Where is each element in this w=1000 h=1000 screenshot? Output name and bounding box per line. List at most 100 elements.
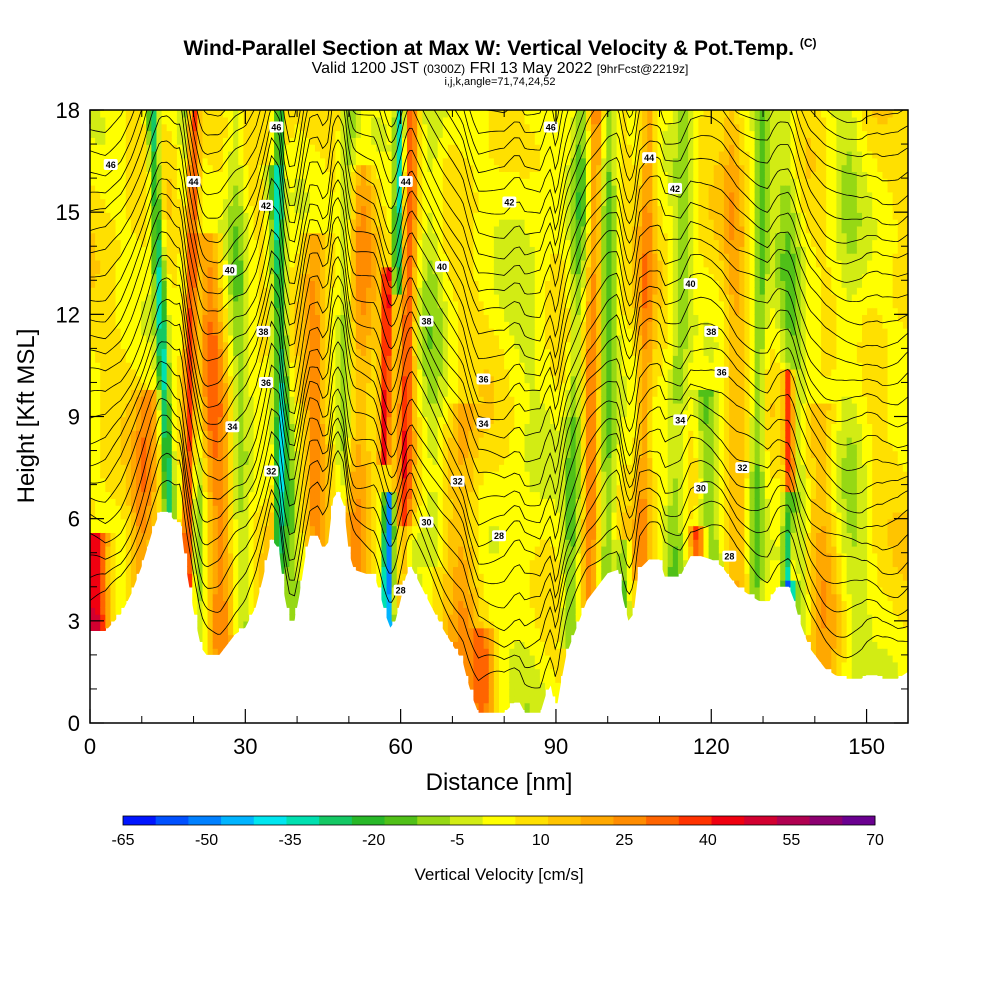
velocity-cell xyxy=(115,579,122,588)
velocity-cell xyxy=(243,266,250,275)
velocity-cell xyxy=(207,191,214,200)
velocity-cell xyxy=(110,614,117,622)
velocity-cell xyxy=(243,436,250,445)
velocity-cell xyxy=(427,150,434,159)
velocity-cell xyxy=(197,130,204,138)
velocity-cell xyxy=(268,171,275,179)
velocity-cell xyxy=(141,389,147,397)
velocity-cell xyxy=(156,464,163,472)
velocity-cell xyxy=(105,178,112,186)
velocity-cell xyxy=(243,280,250,288)
velocity-cell xyxy=(248,559,255,568)
velocity-cell xyxy=(284,525,291,533)
velocity-cell xyxy=(105,321,112,329)
velocity-cell xyxy=(253,532,260,540)
velocity-cell xyxy=(146,205,153,213)
velocity-cell xyxy=(146,314,153,322)
velocity-cell xyxy=(289,491,296,499)
velocity-cell xyxy=(95,430,101,438)
velocity-cell xyxy=(304,178,311,186)
velocity-cell xyxy=(207,559,214,568)
velocity-cell xyxy=(386,416,393,425)
velocity-cell xyxy=(340,409,347,418)
velocity-cell xyxy=(90,362,96,370)
velocity-cell xyxy=(289,239,296,247)
velocity-cell xyxy=(355,164,362,172)
velocity-cell xyxy=(100,505,107,513)
velocity-cell xyxy=(207,382,214,390)
velocity-cell xyxy=(120,586,127,595)
velocity-cell xyxy=(299,157,306,166)
velocity-cell xyxy=(325,266,331,275)
velocity-cell xyxy=(366,355,372,363)
velocity-cell xyxy=(233,539,239,547)
velocity-cell xyxy=(284,586,291,595)
velocity-cell xyxy=(335,287,342,295)
velocity-cell xyxy=(274,334,280,343)
velocity-cell xyxy=(376,266,383,275)
velocity-cell xyxy=(130,287,137,295)
velocity-cell xyxy=(202,239,209,247)
velocity-cell xyxy=(202,641,209,649)
velocity-cell xyxy=(366,341,372,350)
velocity-cell xyxy=(130,212,137,220)
velocity-cell xyxy=(335,137,342,145)
velocity-cell xyxy=(141,457,147,465)
velocity-cell xyxy=(417,116,424,125)
velocity-cell xyxy=(222,430,229,438)
velocity-cell xyxy=(182,212,188,220)
velocity-cell xyxy=(243,137,250,145)
velocity-cell xyxy=(386,246,393,254)
velocity-cell xyxy=(330,266,337,275)
velocity-cell xyxy=(376,259,383,268)
velocity-cell xyxy=(166,334,173,343)
velocity-cell xyxy=(115,409,122,418)
velocity-cell xyxy=(233,321,239,329)
velocity-cell xyxy=(115,110,122,118)
velocity-cell xyxy=(412,430,418,438)
velocity-cell xyxy=(314,259,321,268)
velocity-cell xyxy=(161,205,168,213)
velocity-cell xyxy=(427,184,434,193)
velocity-cell xyxy=(268,348,275,356)
velocity-cell xyxy=(320,498,326,506)
velocity-cell xyxy=(243,620,250,629)
velocity-cell xyxy=(452,607,459,615)
velocity-cell xyxy=(406,110,413,118)
velocity-cell xyxy=(217,430,224,438)
velocity-cell xyxy=(212,123,219,132)
velocity-cell xyxy=(314,491,321,499)
velocity-cell xyxy=(217,545,224,554)
velocity-cell xyxy=(284,218,291,227)
velocity-cell xyxy=(202,184,209,193)
velocity-cell xyxy=(141,443,147,452)
velocity-cell xyxy=(110,314,117,322)
velocity-cell xyxy=(442,614,449,622)
velocity-cell xyxy=(156,150,163,159)
velocity-cell xyxy=(125,191,132,200)
velocity-cell xyxy=(355,259,362,268)
velocity-cell xyxy=(125,566,132,574)
velocity-cell xyxy=(171,511,178,520)
velocity-cell xyxy=(391,416,398,425)
velocity-cell xyxy=(248,423,255,431)
velocity-cell xyxy=(197,634,204,642)
velocity-cell xyxy=(396,505,403,513)
velocity-cell xyxy=(274,246,280,254)
velocity-cell xyxy=(105,396,112,404)
velocity-cell xyxy=(432,559,439,568)
velocity-cell xyxy=(233,382,239,390)
velocity-cell xyxy=(125,586,132,595)
velocity-cell xyxy=(156,484,163,493)
velocity-cell xyxy=(222,545,229,554)
velocity-cell xyxy=(212,409,219,418)
velocity-cell xyxy=(422,348,429,356)
velocity-cell xyxy=(258,300,265,309)
velocity-cell xyxy=(442,498,449,506)
velocity-cell xyxy=(294,368,301,377)
velocity-cell xyxy=(396,559,403,568)
velocity-cell xyxy=(110,477,117,486)
velocity-cell xyxy=(422,300,429,309)
velocity-cell xyxy=(437,137,444,145)
velocity-cell xyxy=(304,307,311,316)
